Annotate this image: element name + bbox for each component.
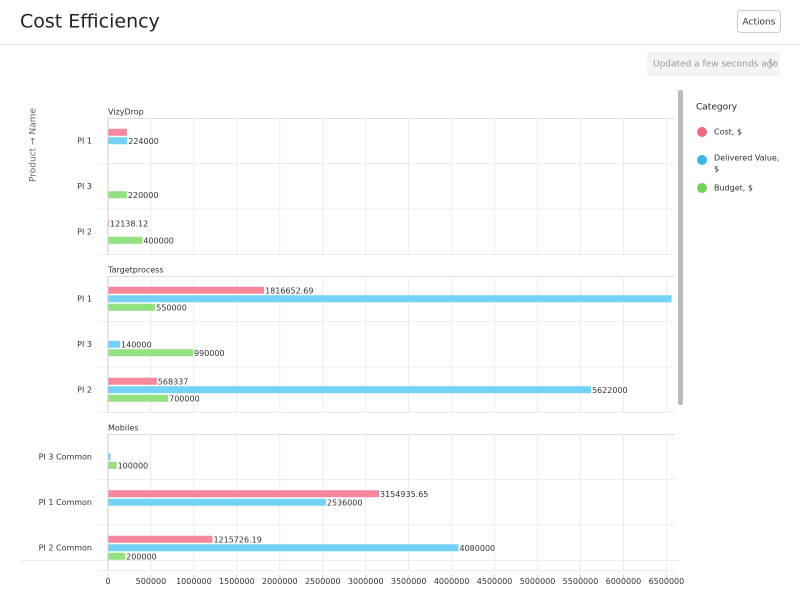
value-label: 1215726.19 <box>213 535 261 544</box>
value-label: 3154935.65 <box>380 490 428 499</box>
value-label: 400000 <box>143 236 174 245</box>
actions-label[interactable]: Actions <box>743 18 776 28</box>
value-label: 220000 <box>128 191 159 200</box>
x-tick-label: 2000000 <box>262 577 298 586</box>
bar <box>108 498 326 506</box>
bar <box>108 128 127 136</box>
x-tick-label: 1500000 <box>219 577 255 586</box>
bar <box>108 340 121 348</box>
value-label: 200000 <box>126 552 157 561</box>
bar <box>108 303 156 311</box>
bar <box>108 286 265 294</box>
value-label: 140000 <box>121 340 152 349</box>
category-label: PI 2 <box>77 227 92 236</box>
scrollbar <box>678 90 683 405</box>
x-tick-label: 5500000 <box>563 577 599 586</box>
bar <box>108 377 157 385</box>
legend-label: Budget, $ <box>714 184 753 193</box>
page-title: Cost Efficiency <box>20 11 160 33</box>
bar <box>108 394 169 402</box>
category-label: PI 3 <box>77 182 92 191</box>
category-label: PI 3 Common <box>39 452 92 461</box>
bar <box>108 544 459 552</box>
x-tick-label: 4000000 <box>434 577 470 586</box>
bar <box>108 461 117 469</box>
legend-label: Delivered Value, <box>714 154 779 163</box>
bar <box>108 349 194 357</box>
x-tick-label: 5000000 <box>520 577 556 586</box>
legend-marker <box>697 155 707 165</box>
x-tick-label: 3000000 <box>348 577 384 586</box>
x-tick-label: 500000 <box>136 577 167 586</box>
bar <box>108 219 110 227</box>
x-tick-label: 6500000 <box>649 577 685 586</box>
value-label: 12138.12 <box>110 219 148 228</box>
facet-title: Targetprocess <box>107 266 164 275</box>
value-label: 4080000 <box>460 544 496 553</box>
bar <box>108 137 128 145</box>
category-label: PI 1 <box>77 294 92 303</box>
x-tick-label: 3500000 <box>391 577 427 586</box>
legend-label: $ <box>714 165 719 174</box>
legend-label: Cost, $ <box>714 128 742 137</box>
value-label: 2536000 <box>327 498 363 507</box>
value-label: 5622000 <box>592 386 628 395</box>
x-tick-label: 2500000 <box>305 577 341 586</box>
category-label: PI 3 <box>77 340 92 349</box>
bar <box>108 552 126 560</box>
bar <box>108 295 672 303</box>
bar <box>108 490 380 498</box>
legend-marker <box>697 127 707 137</box>
legend-marker <box>697 183 707 193</box>
facet-title: Mobiles <box>108 424 138 433</box>
bar <box>108 236 143 244</box>
value-label: 1816652.69 <box>265 286 313 295</box>
category-label: PI 2 Common <box>39 543 92 552</box>
status-box <box>647 52 780 76</box>
refresh-icon[interactable]: ↻ <box>768 58 776 69</box>
value-label: 700000 <box>169 394 200 403</box>
x-tick-label: 4500000 <box>477 577 513 586</box>
value-label: 568337 <box>158 377 189 386</box>
legend-title: Category <box>696 103 738 113</box>
value-label: 990000 <box>194 349 225 358</box>
bar <box>108 191 127 199</box>
category-label: PI 1 Common <box>39 498 92 507</box>
bar <box>108 535 213 543</box>
value-label: 224000 <box>128 137 159 146</box>
bar <box>108 386 591 394</box>
x-tick-label: 1000000 <box>176 577 212 586</box>
y-axis-label: Product → Name <box>29 108 39 182</box>
category-label: PI 2 <box>77 385 92 394</box>
chart-panel <box>20 88 680 560</box>
status-text: Updated a few seconds ago <box>653 60 778 70</box>
x-tick-label: 0 <box>105 577 110 586</box>
actions-button[interactable] <box>737 10 781 33</box>
x-tick-label: 6000000 <box>606 577 642 586</box>
value-label: 550000 <box>156 303 187 312</box>
value-label: 100000 <box>118 461 149 470</box>
bar <box>108 453 111 461</box>
facet-title: VizyDrop <box>108 108 144 117</box>
category-label: PI 1 <box>77 136 92 145</box>
